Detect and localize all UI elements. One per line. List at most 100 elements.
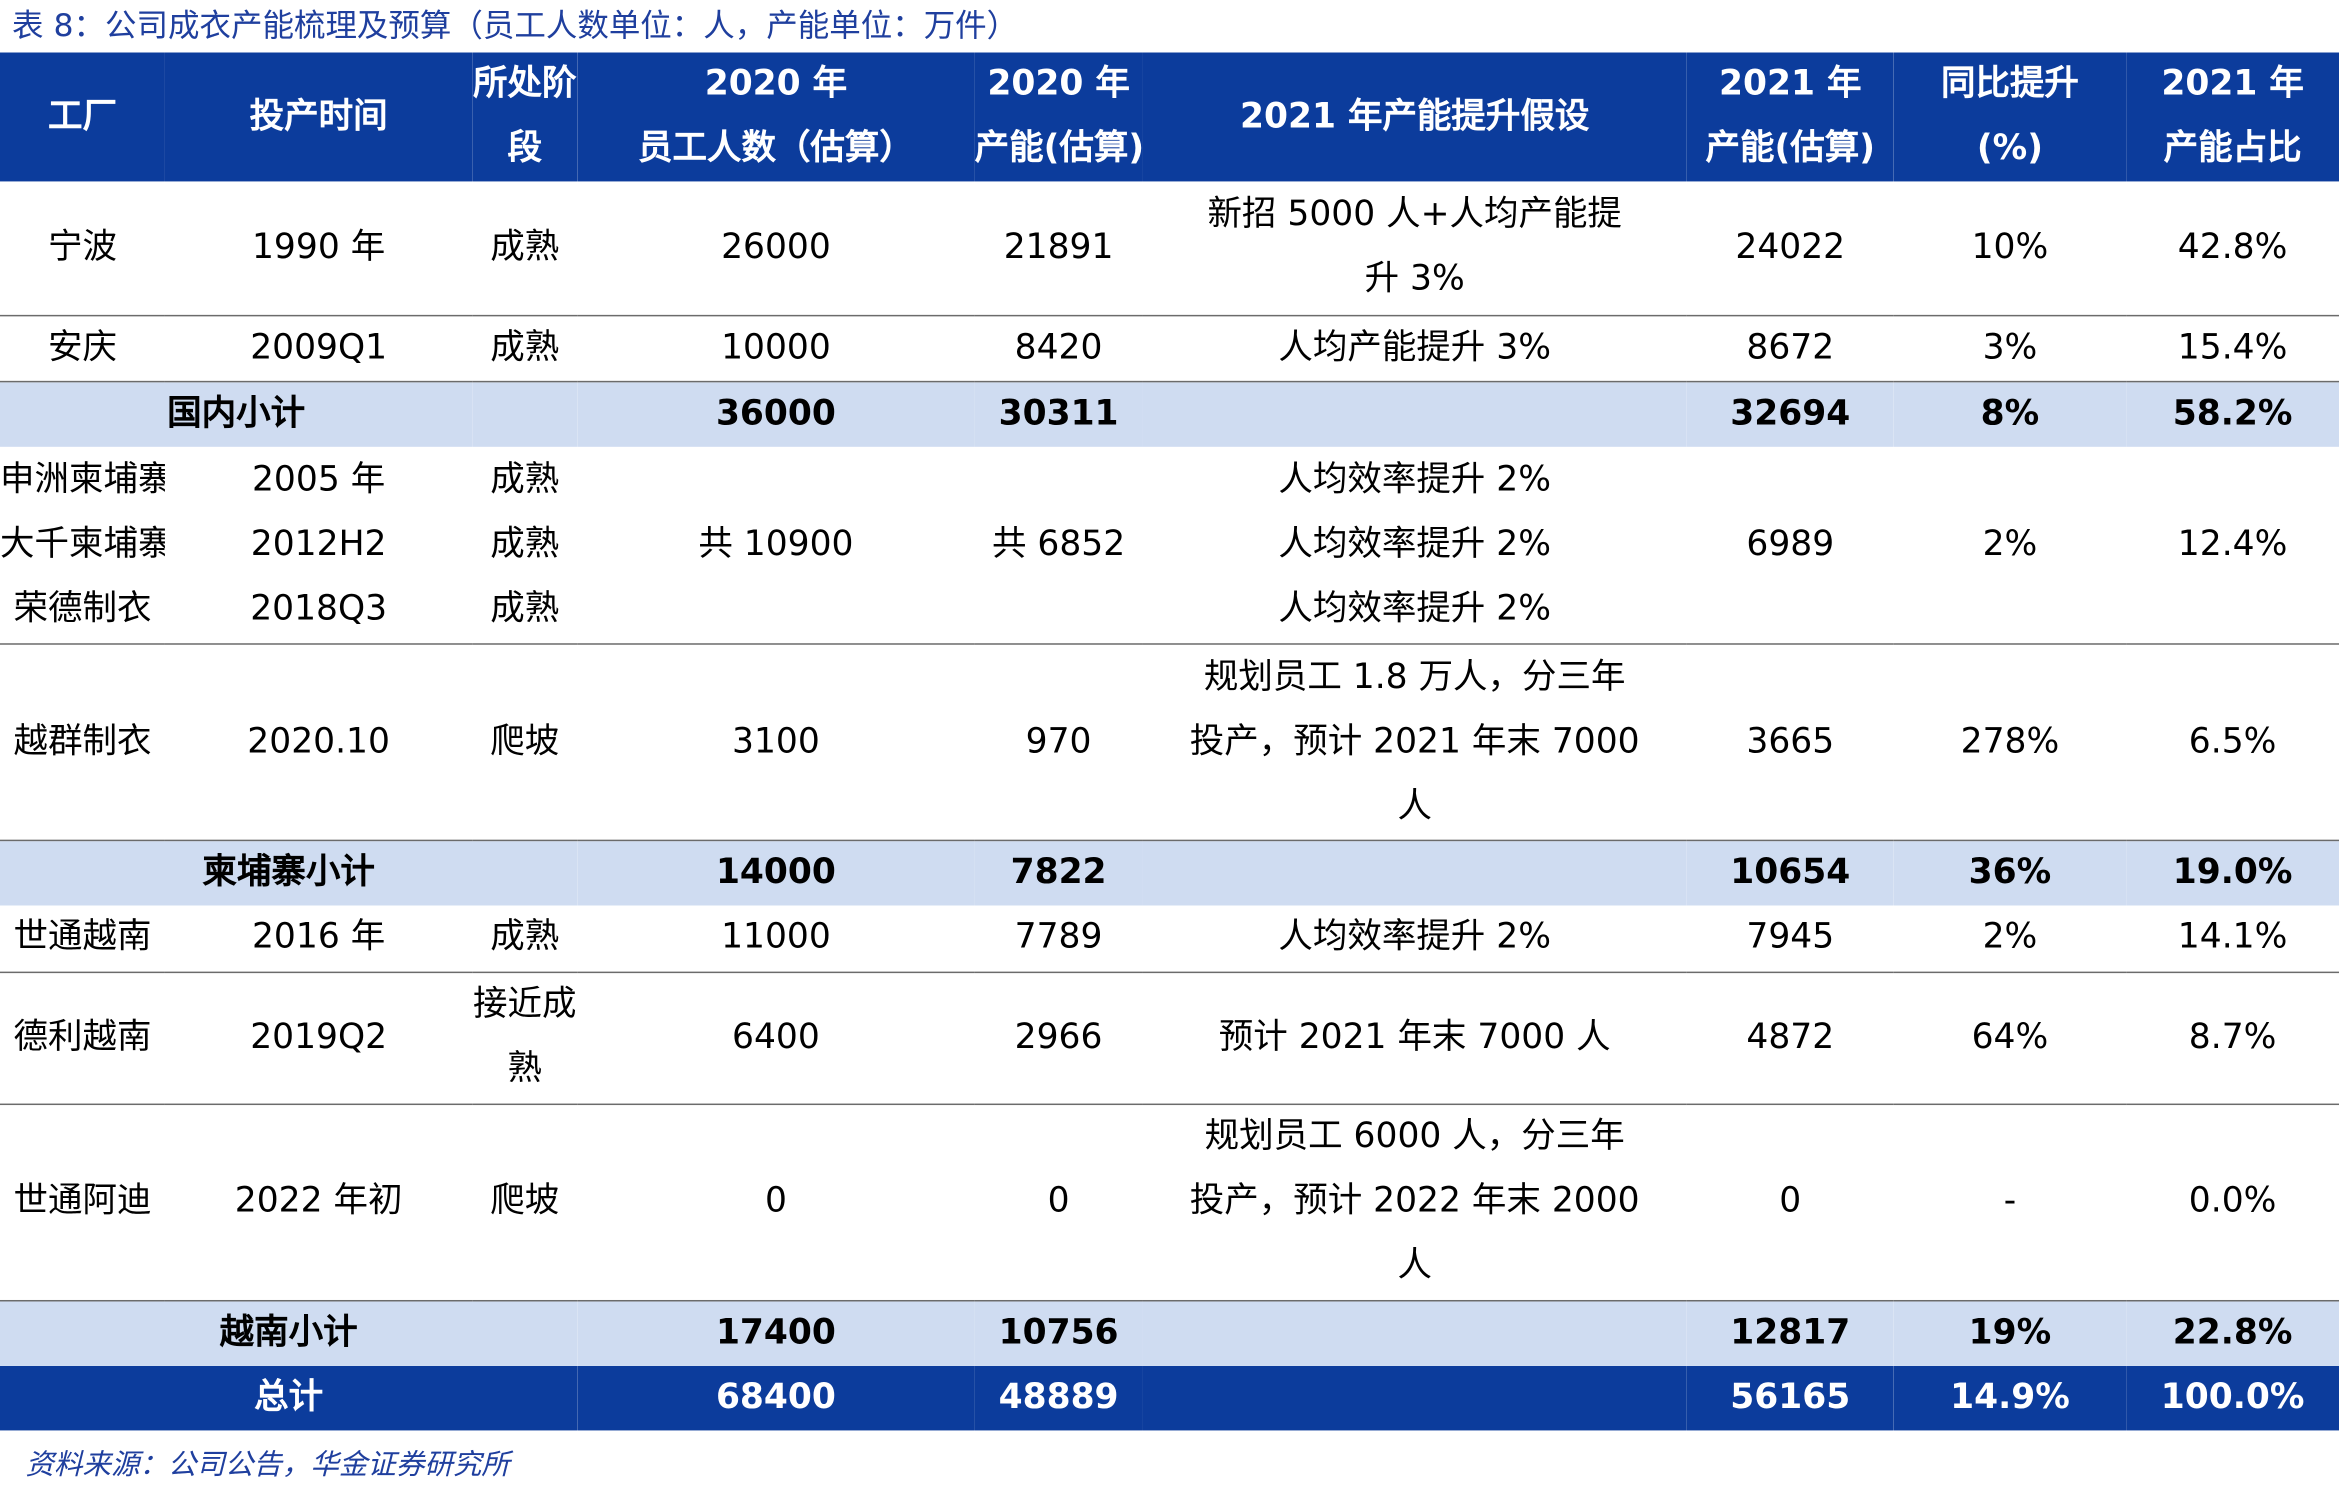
header-row: 工厂 投产时间 所处阶段 2020 年员工人数（估算） 2020 年产能(估算)…: [0, 52, 2339, 182]
stage: 爬坡: [472, 643, 578, 842]
header-assumption-2021: 2021 年产能提升假设: [1142, 52, 1687, 182]
total-label: 总计: [0, 1365, 578, 1430]
table-title-text: 公司成衣产能梳理及预算（员工人数单位：人，产能单位：万件）: [105, 7, 1019, 44]
table-row: 宁波 1990 年 成熟 26000 21891 新招 5000 人+人均产能提…: [0, 181, 2339, 316]
capacity-2020: 8420: [974, 314, 1143, 382]
table-row: 安庆 2009Q1 成熟 10000 8420 人均产能提升 3% 8672 3…: [0, 314, 2339, 382]
subtotal-label: 柬埔寨小计: [0, 840, 578, 906]
capacity-table: 工厂 投产时间 所处阶段 2020 年员工人数（估算） 2020 年产能(估算)…: [0, 52, 2339, 1430]
staff-2020: 共 10900: [577, 446, 975, 645]
share-2021: 15.4%: [2126, 314, 2339, 382]
yoy: 2%: [1893, 905, 2127, 973]
yoy: 36%: [1893, 840, 2127, 906]
total-row: 总计 68400 48889 56165 14.9% 100.0%: [0, 1365, 2339, 1430]
table-title: 表 8：公司成衣产能梳理及预算（员工人数单位：人，产能单位：万件）: [12, 3, 1018, 48]
share-2021: 12.4%: [2126, 446, 2339, 645]
header-share-2021: 2021 年产能占比: [2126, 52, 2339, 182]
subtotal-label: 国内小计: [0, 380, 473, 447]
stage: 成熟 成熟 成熟: [472, 446, 578, 645]
capacity-2020: 21891: [974, 181, 1143, 316]
capacity-2021: 0: [1686, 1103, 1894, 1301]
share-2021: 42.8%: [2126, 181, 2339, 316]
factory-name: 世通越南: [0, 905, 165, 973]
capacity-2020: 10756: [974, 1299, 1143, 1366]
start-time: 2022 年初: [164, 1103, 473, 1301]
start-time: 2016 年: [164, 905, 473, 973]
capacity-2021: 7945: [1686, 905, 1894, 973]
header-start-time: 投产时间: [164, 52, 473, 182]
start-time: 1990 年: [164, 181, 473, 316]
share-2021: 58.2%: [2126, 380, 2339, 447]
capacity-2020: 2966: [974, 971, 1143, 1105]
assumption: 规划员工 1.8 万人，分三年 投产，预计 2021 年末 7000 人: [1142, 643, 1687, 842]
stage: 接近成熟: [472, 971, 578, 1105]
capacity-2020: 0: [974, 1103, 1143, 1301]
stage: 爬坡: [472, 1103, 578, 1301]
factory-name: 安庆: [0, 314, 165, 382]
table-row: 世通越南 2016 年 成熟 11000 7789 人均效率提升 2% 7945…: [0, 905, 2339, 973]
capacity-2021: 12817: [1686, 1299, 1894, 1366]
header-capacity-2021: 2021 年产能(估算): [1686, 52, 1894, 182]
yoy: 14.9%: [1893, 1365, 2127, 1430]
factory-name: 越群制衣: [0, 643, 165, 842]
assumption: 预计 2021 年末 7000 人: [1142, 971, 1687, 1105]
stage: 成熟: [472, 314, 578, 382]
share-2021: 19.0%: [2126, 840, 2339, 906]
factory-name: 申洲柬埔寨 大千柬埔寨 荣德制衣: [0, 446, 165, 645]
subtotal-label: 越南小计: [0, 1299, 578, 1366]
capacity-2020: 7789: [974, 905, 1143, 973]
assumption: 人均效率提升 2%: [1142, 905, 1687, 973]
table-row: 世通阿迪 2022 年初 爬坡 0 0 规划员工 6000 人，分三年 投产，预计…: [0, 1103, 2339, 1301]
share-2021: 8.7%: [2126, 971, 2339, 1105]
yoy: -: [1893, 1103, 2127, 1301]
capacity-2021: 10654: [1686, 840, 1894, 906]
table-number: 表 8：: [11, 7, 106, 44]
staff-2020: 17400: [577, 1299, 975, 1366]
capacity-2021: 56165: [1686, 1365, 1894, 1430]
factory-name: 德利越南: [0, 971, 165, 1105]
assumption: 人均产能提升 3%: [1142, 314, 1687, 382]
staff-2020: 3100: [577, 643, 975, 842]
share-2021: 14.1%: [2126, 905, 2339, 973]
staff-2020: 68400: [577, 1365, 975, 1430]
header-factory: 工厂: [0, 52, 165, 182]
staff-2020: 11000: [577, 905, 975, 973]
staff-2020: 6400: [577, 971, 975, 1105]
assumption: 人均效率提升 2% 人均效率提升 2% 人均效率提升 2%: [1142, 446, 1687, 645]
capacity-2020: 共 6852: [974, 446, 1143, 645]
subtotal-row-domestic: 国内小计 36000 30311 32694 8% 58.2%: [0, 380, 2339, 447]
header-stage: 所处阶段: [472, 52, 578, 182]
table-row: 德利越南 2019Q2 接近成熟 6400 2966 预计 2021 年末 70…: [0, 971, 2339, 1105]
yoy: 10%: [1893, 181, 2127, 316]
share-2021: 100.0%: [2126, 1365, 2339, 1430]
yoy: 278%: [1893, 643, 2127, 842]
capacity-2021: 24022: [1686, 181, 1894, 316]
start-time: 2020.10: [164, 643, 473, 842]
factory-name: 宁波: [0, 181, 165, 316]
share-2021: 6.5%: [2126, 643, 2339, 842]
capacity-2020: 7822: [974, 840, 1143, 906]
capacity-2020: 30311: [974, 380, 1143, 447]
staff-2020: 0: [577, 1103, 975, 1301]
assumption: 新招 5000 人+人均产能提升 3%: [1142, 181, 1687, 316]
staff-2020: 26000: [577, 181, 975, 316]
header-yoy: 同比提升 (%): [1893, 52, 2127, 182]
subtotal-row-vietnam: 越南小计 17400 10756 12817 19% 22.8%: [0, 1299, 2339, 1366]
stage: 成熟: [472, 905, 578, 973]
share-2021: 22.8%: [2126, 1299, 2339, 1366]
share-2021: 0.0%: [2126, 1103, 2339, 1301]
subtotal-row-cambodia: 柬埔寨小计 14000 7822 10654 36% 19.0%: [0, 840, 2339, 906]
table-row-group: 申洲柬埔寨 大千柬埔寨 荣德制衣 2005 年 2012H2 2018Q3 成熟 成熟…: [0, 446, 2339, 645]
source-note: 资料来源：公司公告，华金证券研究所: [25, 1448, 510, 1482]
capacity-2021: 32694: [1686, 380, 1894, 447]
yoy: 64%: [1893, 971, 2127, 1105]
yoy: 2%: [1893, 446, 2127, 645]
capacity-2021: 6989: [1686, 446, 1894, 645]
capacity-2020: 970: [974, 643, 1143, 842]
assumption: 规划员工 6000 人，分三年 投产，预计 2022 年末 2000 人: [1142, 1103, 1687, 1301]
header-staff-2020: 2020 年员工人数（估算）: [577, 52, 975, 182]
start-time: 2005 年 2012H2 2018Q3: [164, 446, 473, 645]
capacity-2021: 4872: [1686, 971, 1894, 1105]
capacity-2021: 8672: [1686, 314, 1894, 382]
stage: 成熟: [472, 181, 578, 316]
